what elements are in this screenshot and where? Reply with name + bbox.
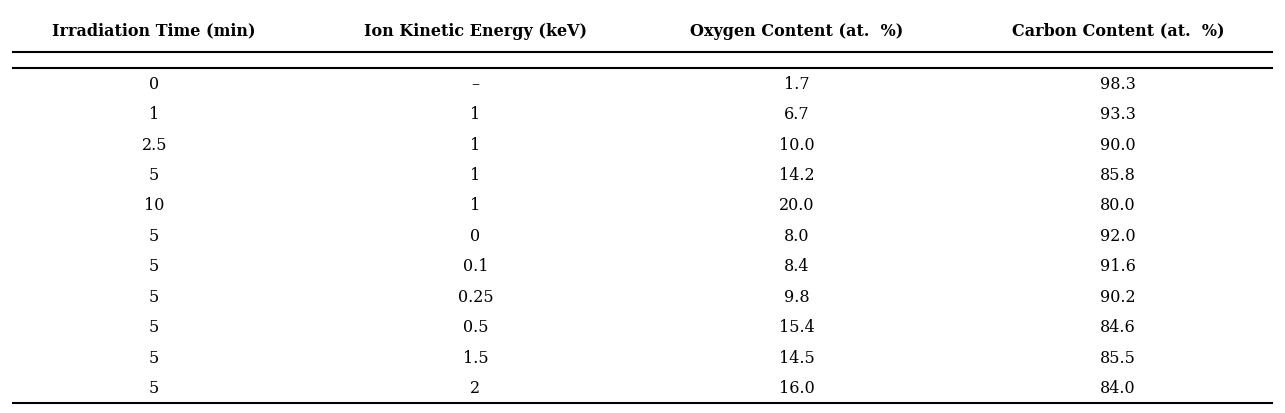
Text: 15.4: 15.4 xyxy=(779,318,815,335)
Text: 92.0: 92.0 xyxy=(1100,227,1136,244)
Text: 5: 5 xyxy=(149,258,159,275)
Text: 5: 5 xyxy=(149,288,159,305)
Text: 20.0: 20.0 xyxy=(779,197,815,214)
Text: 2.5: 2.5 xyxy=(141,136,167,153)
Text: 1: 1 xyxy=(470,136,481,153)
Text: 0.1: 0.1 xyxy=(463,258,488,275)
Text: Oxygen Content (at.  %): Oxygen Content (at. %) xyxy=(690,22,903,40)
Text: 0: 0 xyxy=(149,76,159,93)
Text: Carbon Content (at.  %): Carbon Content (at. %) xyxy=(1011,22,1225,40)
Text: 90.2: 90.2 xyxy=(1100,288,1136,305)
Text: 1.5: 1.5 xyxy=(463,349,488,366)
Text: Ion Kinetic Energy (keV): Ion Kinetic Energy (keV) xyxy=(364,22,587,40)
Text: Irradiation Time (min): Irradiation Time (min) xyxy=(53,22,256,40)
Text: 0.25: 0.25 xyxy=(457,288,493,305)
Text: 98.3: 98.3 xyxy=(1100,76,1136,93)
Text: 1: 1 xyxy=(470,106,481,123)
Text: 14.2: 14.2 xyxy=(779,167,815,184)
Text: 8.4: 8.4 xyxy=(784,258,810,275)
Text: 2: 2 xyxy=(470,379,481,396)
Text: 5: 5 xyxy=(149,379,159,396)
Text: 6.7: 6.7 xyxy=(784,106,810,123)
Text: 16.0: 16.0 xyxy=(779,379,815,396)
Text: 5: 5 xyxy=(149,318,159,335)
Text: 93.3: 93.3 xyxy=(1100,106,1136,123)
Text: 84.0: 84.0 xyxy=(1100,379,1136,396)
Text: 0.5: 0.5 xyxy=(463,318,488,335)
Text: 1: 1 xyxy=(470,167,481,184)
Text: 90.0: 90.0 xyxy=(1100,136,1136,153)
Text: 5: 5 xyxy=(149,227,159,244)
Text: 5: 5 xyxy=(149,349,159,366)
Text: 85.8: 85.8 xyxy=(1100,167,1136,184)
Text: 0: 0 xyxy=(470,227,481,244)
Text: 85.5: 85.5 xyxy=(1100,349,1136,366)
Text: 8.0: 8.0 xyxy=(784,227,810,244)
Text: 80.0: 80.0 xyxy=(1100,197,1136,214)
Text: –: – xyxy=(472,76,479,93)
Text: 91.6: 91.6 xyxy=(1100,258,1136,275)
Text: 14.5: 14.5 xyxy=(779,349,815,366)
Text: 10.0: 10.0 xyxy=(779,136,815,153)
Text: 10: 10 xyxy=(144,197,164,214)
Text: 9.8: 9.8 xyxy=(784,288,810,305)
Text: 1: 1 xyxy=(470,197,481,214)
Text: 1.7: 1.7 xyxy=(784,76,810,93)
Text: 5: 5 xyxy=(149,167,159,184)
Text: 1: 1 xyxy=(149,106,159,123)
Text: 84.6: 84.6 xyxy=(1100,318,1136,335)
